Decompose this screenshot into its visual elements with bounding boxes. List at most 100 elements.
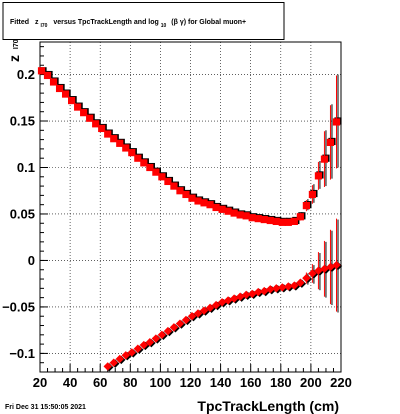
data-point [296, 213, 304, 221]
data-point [61, 90, 70, 98]
x-tick-label: 100 [150, 375, 172, 390]
data-point [308, 190, 317, 199]
grid [39, 42, 342, 372]
data-point [115, 354, 124, 364]
data-point [200, 199, 208, 207]
data-point [146, 163, 154, 172]
data-point [110, 135, 118, 143]
data-point [145, 338, 155, 347]
data-point [254, 287, 263, 297]
data-point [308, 269, 317, 278]
data-point [182, 190, 190, 199]
data-point [134, 154, 142, 162]
data-point [139, 340, 149, 350]
data-point [314, 172, 323, 180]
series-4 [103, 218, 341, 371]
data-point [332, 118, 341, 126]
y-axis-subscript: I70 [13, 39, 20, 49]
x-tick-label: 80 [123, 375, 137, 390]
title-end: (β γ) for Global muon+ [171, 19, 246, 26]
title-lead: Fitted [10, 19, 29, 26]
title-box: Fitted z I70 versus TpcTrackLength and l… [2, 2, 285, 40]
data-point [37, 67, 46, 75]
data-point [74, 103, 82, 111]
data-point [241, 290, 251, 300]
title-log-subscript: 10 [161, 23, 167, 29]
x-tick-label: 160 [240, 375, 262, 390]
title-middle: versus TpcTrackLength and log [53, 19, 158, 26]
title-frame [2, 2, 285, 40]
data-point [278, 283, 287, 292]
data-point [332, 260, 341, 270]
data-point [242, 212, 250, 220]
y-axis-z: z [6, 55, 22, 62]
x-tick-label: 20 [33, 375, 47, 390]
y-tick-labels: 0.2 0.15 0.1 0.05 0 −0.05 −0.1 [2, 67, 35, 361]
data-point [230, 209, 238, 217]
data-point [163, 326, 173, 336]
data-point [176, 187, 184, 195]
data-point [284, 282, 293, 291]
y-tick-label: −0.05 [2, 299, 35, 314]
x-axis-label: TpcTrackLength (cm) [197, 398, 339, 414]
data-point [266, 216, 274, 225]
data-point [188, 194, 196, 202]
data-point [116, 139, 124, 147]
data-point [49, 78, 58, 86]
y-tick-label: 0.2 [17, 67, 35, 82]
data-point [104, 130, 112, 138]
data-point [164, 177, 172, 186]
data-point [175, 319, 185, 328]
data-point [278, 218, 286, 226]
data-point [199, 306, 209, 315]
data-point [98, 124, 106, 133]
data-point [326, 138, 335, 146]
data-point [151, 334, 161, 343]
data-point [302, 273, 311, 283]
data-point [92, 120, 100, 128]
data-point [121, 351, 130, 360]
y-tick-label: 0.1 [17, 160, 35, 175]
y-axis-title: z I70 [6, 39, 22, 62]
data-point [170, 182, 178, 190]
series-2 [37, 67, 341, 226]
data-point [86, 114, 94, 122]
data-point [254, 215, 262, 223]
data-point [127, 348, 137, 357]
y-tick-label: 0.15 [10, 114, 35, 129]
y-axis-label: z I70 [6, 39, 22, 62]
footer-timestamp: Fri Dec 31 15:50:05 2021 [5, 404, 86, 411]
x-tick-label: 60 [93, 375, 107, 390]
x-tick-label: 200 [300, 375, 322, 390]
data-point [181, 315, 191, 325]
x-tick-label: 40 [63, 375, 77, 390]
data-point [284, 218, 292, 226]
data-point [218, 205, 226, 213]
axis-ticks [39, 46, 342, 373]
data-point [55, 84, 64, 93]
data-point [80, 109, 88, 117]
data-point [187, 312, 197, 321]
data-point [290, 217, 298, 226]
y-tick-label: 0.05 [10, 206, 35, 221]
x-tick-label: 220 [330, 375, 352, 390]
x-tick-label: 140 [210, 375, 232, 390]
data-point [43, 71, 52, 80]
data-point [68, 96, 76, 105]
data-layer [37, 67, 343, 372]
data-point [157, 330, 167, 340]
x-tick-label: 120 [180, 375, 202, 390]
data-point [152, 168, 160, 176]
data-point [169, 323, 179, 332]
data-point [109, 358, 118, 367]
data-point [272, 284, 281, 293]
chart-title: Fitted z I70 versus TpcTrackLength and l… [10, 19, 246, 29]
data-point [302, 202, 310, 210]
data-point [122, 144, 130, 152]
data-point [224, 207, 232, 215]
data-point [193, 309, 203, 318]
data-point [194, 197, 202, 205]
data-point [260, 215, 268, 224]
data-point [266, 285, 275, 294]
